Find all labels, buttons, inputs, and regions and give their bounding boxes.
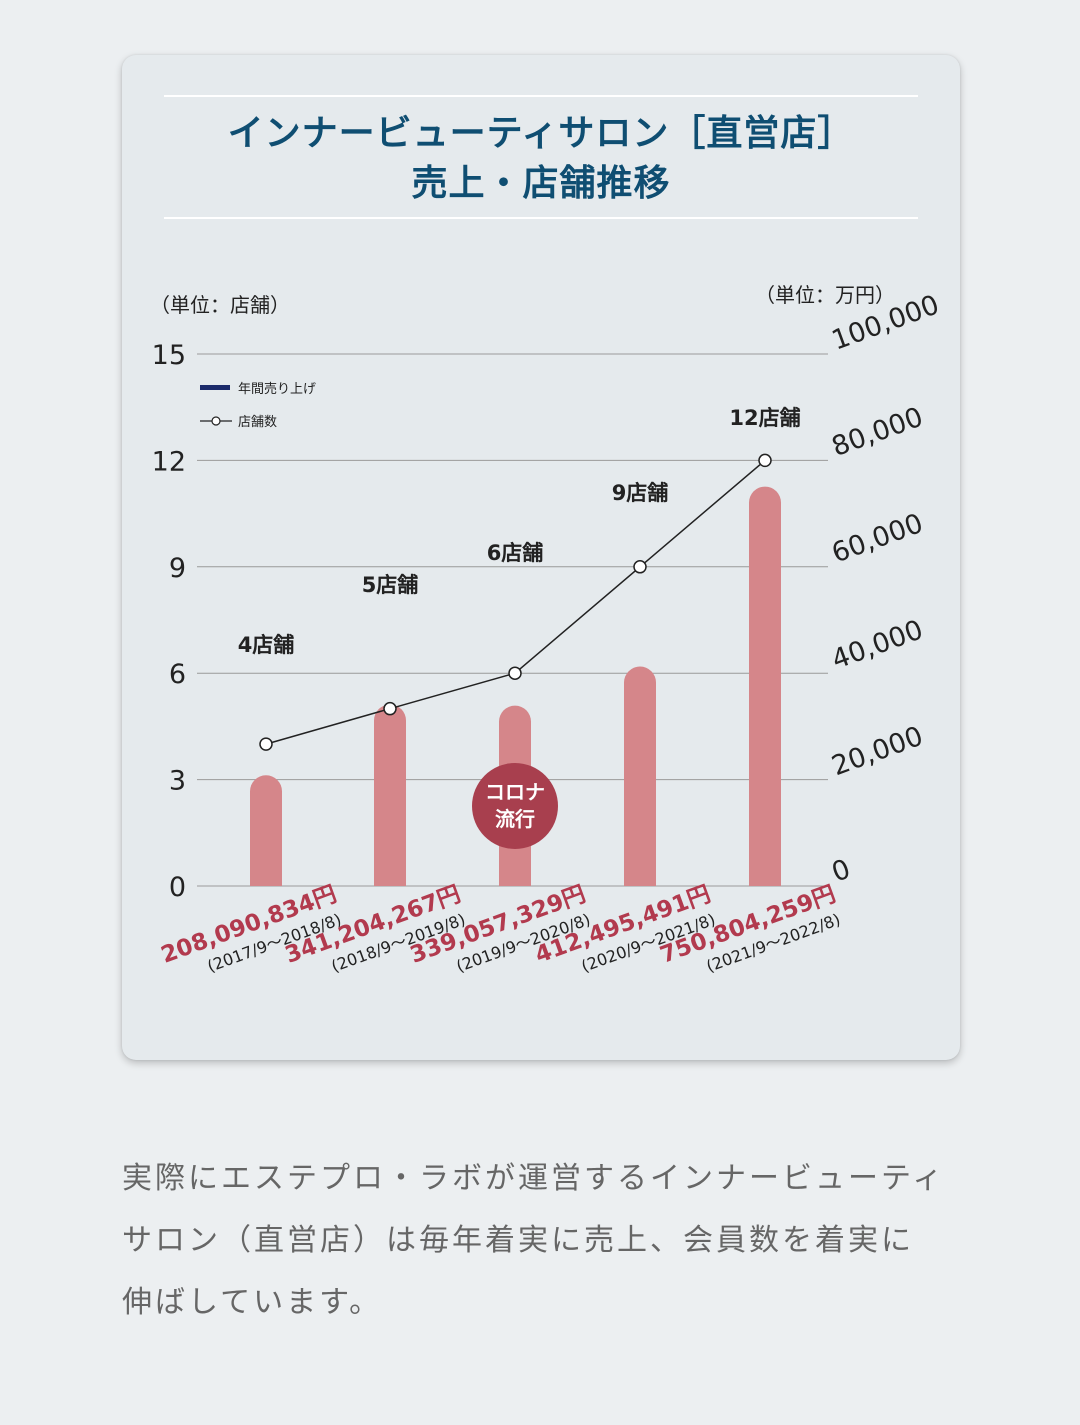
chart-title-line2: 売上・店舗推移 — [411, 163, 671, 204]
x-axis-labels: 208,090,834円(2017/9～2018/8)341,204,267円(… — [158, 881, 843, 976]
badge-text-line2: 流行 — [495, 807, 535, 831]
store-count-label: 6店舗 — [487, 541, 544, 565]
store-count-marker — [633, 560, 647, 574]
sales-bar — [749, 486, 781, 886]
legend-sales-swatch — [200, 385, 230, 390]
store-count-label: 5店舗 — [362, 573, 419, 597]
legend-sales-label: 年間売り上げ — [238, 381, 316, 397]
left-tick-label: 3 — [169, 766, 186, 797]
store-count-marker — [259, 737, 273, 751]
sales-bar — [250, 775, 282, 886]
chart-svg: （単位：店舗） （単位：万円） 0 3 6 9 12 15 0 20,000 40,000 60… — [150, 283, 944, 976]
sales-bar — [624, 666, 656, 886]
store-count-label: 12店舗 — [729, 406, 800, 430]
store-count-marker — [508, 666, 522, 680]
store-count-marker — [383, 701, 397, 716]
store-count-polyline — [265, 459, 766, 745]
store-count-labels: 4店舗 5店舗 6店舗 9店舗 12店舗 — [238, 406, 801, 657]
store-count-label: 9店舗 — [612, 481, 669, 505]
right-axis-unit-label: （単位：万円） — [755, 283, 895, 307]
description-text: 実際にエステプロ・ラボが運営するインナービューティ サロン（直営店）は毎年着実に… — [122, 1148, 972, 1334]
badge-circle — [472, 763, 558, 849]
left-axis-unit-label: （単位：店舗） — [150, 293, 290, 317]
right-tick-label: 40,000 — [828, 614, 927, 675]
right-tick-label: 80,000 — [828, 402, 927, 463]
right-tick-label: 60,000 — [828, 508, 927, 569]
left-tick-label: 12 — [152, 446, 186, 477]
title-top-rule — [164, 95, 918, 97]
legend: 年間売り上げ 店舗数 — [200, 381, 316, 430]
left-tick-label: 15 — [152, 340, 186, 371]
title-bottom-rule — [164, 217, 918, 219]
description-line-3: 伸ばしています。 — [122, 1285, 383, 1320]
chart-card: インナービューティサロン［直営店］ 売上・店舗推移 — [122, 55, 960, 1060]
legend-stores-marker — [211, 416, 221, 426]
right-tick-label: 0 — [828, 854, 855, 889]
chart-title-line1: インナービューティサロン［直営店］ — [227, 113, 855, 154]
legend-stores-label: 店舗数 — [238, 415, 277, 430]
right-tick-label: 20,000 — [828, 721, 927, 782]
sales-bar — [374, 704, 406, 886]
description-line-2: サロン（直営店）は毎年着実に売上、会員数を着実に — [122, 1223, 914, 1258]
badge-text-line1: コロナ — [485, 780, 545, 804]
left-axis-ticks: 0 3 6 9 12 15 — [152, 340, 186, 903]
left-tick-label: 0 — [169, 872, 186, 903]
description-line-1: 実際にエステプロ・ラボが運営するインナービューティ — [122, 1161, 946, 1196]
store-count-label: 4店舗 — [238, 633, 295, 657]
store-count-line — [259, 453, 772, 751]
left-tick-label: 6 — [169, 659, 186, 690]
store-count-marker — [758, 453, 772, 468]
left-tick-label: 9 — [169, 553, 186, 584]
